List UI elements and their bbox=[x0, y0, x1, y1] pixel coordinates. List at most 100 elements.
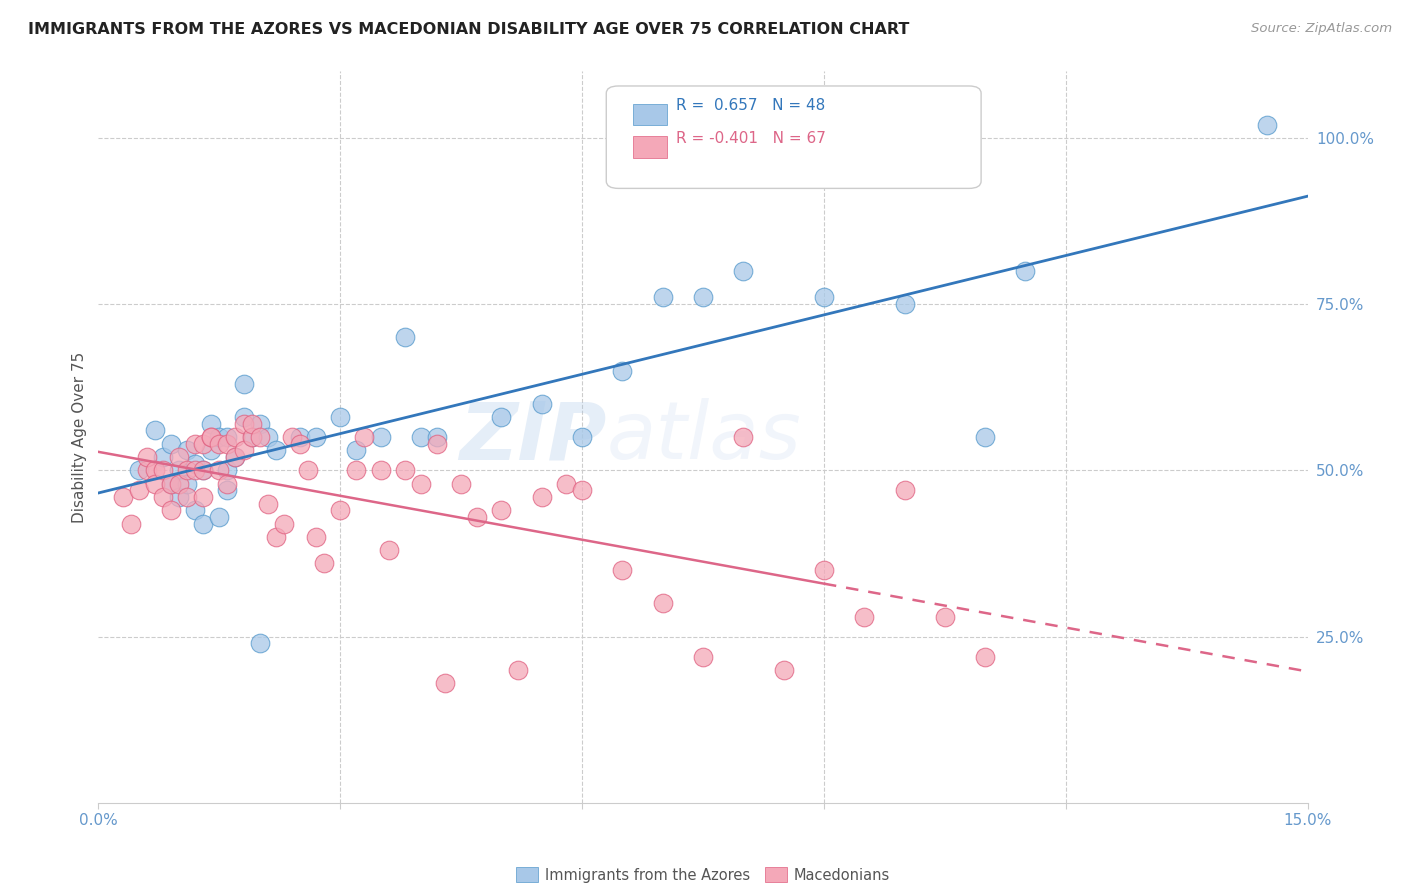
Point bbox=[224, 450, 246, 464]
Point bbox=[297, 463, 319, 477]
Point bbox=[305, 530, 328, 544]
Point bbox=[135, 450, 157, 464]
Point bbox=[491, 503, 513, 517]
Point bbox=[217, 436, 239, 450]
Point bbox=[200, 417, 222, 431]
Point bbox=[344, 443, 367, 458]
Point bbox=[465, 509, 488, 524]
Point bbox=[160, 436, 183, 450]
Point bbox=[176, 443, 198, 458]
Point bbox=[314, 557, 336, 571]
Text: R = -0.401   N = 67: R = -0.401 N = 67 bbox=[676, 131, 827, 146]
Point bbox=[934, 609, 956, 624]
Point bbox=[288, 436, 311, 450]
Point bbox=[120, 516, 142, 531]
Point bbox=[143, 424, 166, 438]
Point bbox=[193, 463, 215, 477]
Point bbox=[974, 430, 997, 444]
Point bbox=[409, 476, 432, 491]
Point bbox=[208, 436, 231, 450]
Bar bbox=[633, 136, 666, 158]
Point bbox=[370, 430, 392, 444]
Point bbox=[394, 463, 416, 477]
Text: R =  0.657   N = 48: R = 0.657 N = 48 bbox=[676, 97, 825, 112]
Point bbox=[240, 430, 263, 444]
Point bbox=[184, 463, 207, 477]
Point bbox=[217, 476, 239, 491]
Point bbox=[200, 430, 222, 444]
Point bbox=[612, 363, 634, 377]
Point bbox=[893, 483, 915, 498]
Point bbox=[813, 290, 835, 304]
Point bbox=[193, 516, 215, 531]
Point bbox=[152, 450, 174, 464]
Point bbox=[853, 609, 876, 624]
Point bbox=[264, 443, 287, 458]
Point bbox=[143, 463, 166, 477]
Point bbox=[256, 430, 278, 444]
Point bbox=[167, 490, 190, 504]
Point bbox=[651, 290, 673, 304]
Point bbox=[571, 483, 593, 498]
Point bbox=[167, 463, 190, 477]
Point bbox=[692, 649, 714, 664]
Point bbox=[256, 497, 278, 511]
Point bbox=[128, 483, 150, 498]
Point bbox=[353, 430, 375, 444]
Text: atlas: atlas bbox=[606, 398, 801, 476]
Point bbox=[344, 463, 367, 477]
Point bbox=[305, 430, 328, 444]
Point bbox=[733, 264, 755, 278]
Point bbox=[450, 476, 472, 491]
Point bbox=[426, 430, 449, 444]
Point bbox=[200, 430, 222, 444]
Point bbox=[974, 649, 997, 664]
Point bbox=[152, 463, 174, 477]
FancyBboxPatch shape bbox=[606, 86, 981, 188]
Point bbox=[692, 290, 714, 304]
Point bbox=[128, 463, 150, 477]
Text: IMMIGRANTS FROM THE AZORES VS MACEDONIAN DISABILITY AGE OVER 75 CORRELATION CHAR: IMMIGRANTS FROM THE AZORES VS MACEDONIAN… bbox=[28, 22, 910, 37]
Point bbox=[530, 490, 553, 504]
Point bbox=[426, 436, 449, 450]
Point bbox=[377, 543, 399, 558]
Bar bbox=[633, 103, 666, 126]
Point bbox=[135, 463, 157, 477]
Point bbox=[1014, 264, 1036, 278]
Point bbox=[249, 417, 271, 431]
Point bbox=[370, 463, 392, 477]
Point bbox=[240, 417, 263, 431]
Point bbox=[232, 376, 254, 391]
Point bbox=[184, 436, 207, 450]
Point bbox=[273, 516, 295, 531]
Legend: Immigrants from the Azores, Macedonians: Immigrants from the Azores, Macedonians bbox=[510, 862, 896, 888]
Point bbox=[772, 663, 794, 677]
Point bbox=[733, 430, 755, 444]
Point bbox=[160, 476, 183, 491]
Text: ZIP: ZIP bbox=[458, 398, 606, 476]
Point bbox=[193, 490, 215, 504]
Point bbox=[200, 443, 222, 458]
Point bbox=[176, 476, 198, 491]
Point bbox=[264, 530, 287, 544]
Point bbox=[329, 410, 352, 425]
Point bbox=[612, 563, 634, 577]
Point bbox=[329, 503, 352, 517]
Point bbox=[208, 430, 231, 444]
Point bbox=[217, 483, 239, 498]
Point bbox=[217, 430, 239, 444]
Point bbox=[249, 636, 271, 650]
Point bbox=[224, 430, 246, 444]
Point bbox=[152, 490, 174, 504]
Point bbox=[530, 397, 553, 411]
Point bbox=[143, 476, 166, 491]
Point bbox=[281, 430, 304, 444]
Point bbox=[555, 476, 578, 491]
Point bbox=[176, 490, 198, 504]
Point bbox=[506, 663, 529, 677]
Point bbox=[176, 463, 198, 477]
Point bbox=[249, 430, 271, 444]
Point bbox=[111, 490, 134, 504]
Point bbox=[184, 457, 207, 471]
Text: Source: ZipAtlas.com: Source: ZipAtlas.com bbox=[1251, 22, 1392, 36]
